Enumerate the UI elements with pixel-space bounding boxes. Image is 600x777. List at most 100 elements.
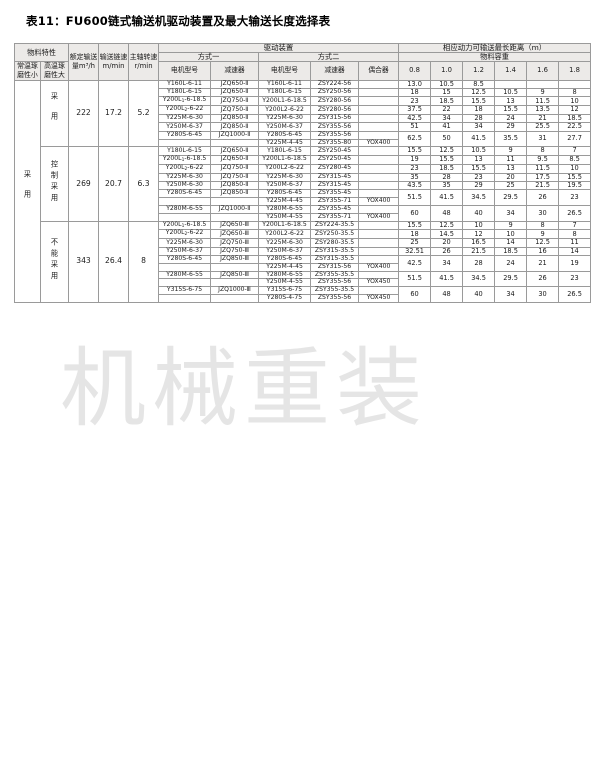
coupling: YOX450: [358, 278, 400, 288]
distance-value: 9.5: [526, 154, 560, 165]
distance-value: 18.5: [430, 96, 464, 107]
distance-value: 25: [398, 238, 432, 248]
reducer-1: JZQ850-Ⅱ: [210, 189, 260, 199]
distance-value: 34: [462, 122, 496, 132]
distance-value: 18: [398, 87, 432, 98]
table-row: Y250M-6-37 JZQ750-Ⅲ Y250M-6-37 ZSY315-35.5 3…: [15, 246, 592, 257]
header-density-5: 1.8: [558, 61, 592, 81]
motor-model-1: [158, 138, 212, 148]
reducer-1: JZQ650-Ⅲ: [210, 220, 260, 231]
reducer-2: ZSY224-56: [310, 79, 360, 89]
watermark: 机械重装: [60, 339, 428, 439]
distance-value: 18.5: [494, 246, 528, 257]
distance-value: 29.5: [494, 189, 528, 206]
header-row-2: 方式一 方式二 物料容重: [15, 52, 592, 63]
distance-value: 19: [398, 154, 432, 165]
motor-model-1: Y200L2-6-22: [158, 105, 212, 116]
motor-model-1: Y225M-6-30: [158, 172, 212, 182]
distance-value: 41.5: [462, 130, 496, 148]
column-material-overall-label: 采用: [23, 169, 33, 211]
motor-model-1: [158, 294, 212, 303]
motor-model-2: Y225M-4-45: [258, 138, 312, 148]
table-row: Y225M-6-30 JZQ750-Ⅲ Y225M-6-30 ZSY280-35.5 2…: [15, 238, 592, 248]
table-row: Y200L2-6-22 JZQ750-Ⅱ Y200L2-6-22 ZSY280-45 2…: [15, 163, 592, 174]
table-row: Y225M-6-30 JZQ850-Ⅱ Y225M-6-30 ZSY315-56 42.…: [15, 114, 592, 124]
distance-value: 62.5: [398, 130, 432, 148]
distance-value: 13: [462, 154, 496, 165]
coupling: [358, 246, 400, 257]
coupling: [358, 146, 400, 156]
distance-value: 21.5: [526, 180, 560, 191]
coupling: YOX400: [358, 212, 400, 222]
motor-model-1: [158, 212, 212, 222]
distance-value: 26: [526, 270, 560, 288]
shaft-speed-2: 8: [128, 220, 160, 303]
distance-value: 48: [430, 204, 464, 222]
reducer-1: JZQ750-Ⅱ: [210, 105, 260, 116]
motor-model-1: Y280M-6-55: [158, 204, 212, 214]
header-bulk-density: 物料容重: [398, 52, 592, 63]
header-density-3: 1.4: [494, 61, 528, 81]
distance-value: 12.5: [526, 238, 560, 248]
distance-value: 30: [526, 204, 560, 222]
header-high-temp: 高温琢磨性大: [39, 61, 70, 81]
rated-capacity-1: 269: [68, 146, 100, 222]
reducer-2: ZSY355-80: [310, 138, 360, 148]
distance-value: 26: [526, 189, 560, 206]
reducer-2: ZSY280-56: [310, 105, 360, 116]
distance-value: 9: [494, 220, 528, 231]
distance-value: 18.5: [430, 163, 464, 174]
distance-value: 50: [430, 130, 464, 148]
distance-value: 15.5: [398, 220, 432, 231]
distance-value: 29: [494, 122, 528, 132]
motor-model-2: Y200L1-6-18.5: [258, 154, 312, 165]
reducer-1: [210, 138, 260, 148]
coupling: [358, 79, 400, 89]
reducer-1: JZQ1000-Ⅱ: [210, 130, 260, 140]
chain-speed-2: 26.4: [98, 220, 130, 303]
reducer-1: JZQ650-Ⅱ: [210, 146, 260, 156]
motor-model-1: Y200L1-6-18.5: [158, 154, 212, 165]
distance-value: 14: [494, 238, 528, 248]
distance-value: 12.5: [462, 87, 496, 98]
motor-model-2: Y160L-6-11: [258, 79, 312, 89]
coupling: YOX400: [358, 197, 400, 206]
distance-value: 26.5: [558, 204, 592, 222]
shaft-speed-0: 5.2: [128, 79, 160, 148]
motor-model-1: Y225M-6-30: [158, 238, 212, 248]
header-motor-model-1: 电机型号: [158, 61, 212, 81]
motor-model-1: Y280S-6-45: [158, 130, 212, 140]
distance-value: 34: [494, 204, 528, 222]
selection-table: 物料特性 额定输送量m³/h 输送链速 m/min 主轴转速 r/min 驱动装…: [13, 42, 592, 303]
header-max-distance: 相应动力可输送最长距离（m）: [398, 42, 592, 54]
distance-value: 7: [558, 220, 592, 231]
header-reducer-2: 减速器: [310, 61, 360, 81]
motor-model-2: Y200L2-6-22: [258, 229, 312, 240]
table-row: Y280S-4-75 ZSY355-56 YOX450: [15, 294, 591, 303]
reducer-1: [210, 212, 260, 222]
distance-value: 29: [462, 180, 496, 191]
distance-value: 21: [526, 255, 560, 272]
reducer-1: [210, 294, 260, 303]
distance-value: 41: [430, 122, 464, 132]
shaft-speed-1: 6.3: [128, 146, 160, 222]
distance-value: 24: [494, 255, 528, 272]
distance-value: 7: [558, 146, 592, 156]
distance-value: 23: [398, 96, 432, 107]
distance-value: 60: [398, 286, 432, 303]
distance-value: 8: [526, 146, 560, 156]
coupling: YOX450: [358, 294, 400, 303]
distance-value: 8.5: [558, 154, 592, 165]
reducer-1: JZQ650-Ⅲ: [210, 229, 260, 240]
reducer-2: ZSY250-45: [310, 154, 360, 165]
motor-model-1: Y315S-6-75: [158, 286, 212, 296]
distance-value: 25: [494, 180, 528, 191]
table-row: 控制采用 269 20.7 6.3 Y180L-6-15 JZQ650-Ⅱ Y180L-6-…: [15, 146, 592, 222]
header-reducer-1: 减速器: [210, 61, 260, 81]
distance-value: 10: [558, 163, 592, 174]
motor-model-2: Y280S-6-45: [258, 130, 312, 140]
header-material-property: 物料特性: [13, 42, 70, 63]
distance-value: 43.5: [398, 180, 432, 191]
motor-model-2: Y250M-4-55: [258, 212, 312, 222]
distance-value: 8: [558, 87, 592, 98]
